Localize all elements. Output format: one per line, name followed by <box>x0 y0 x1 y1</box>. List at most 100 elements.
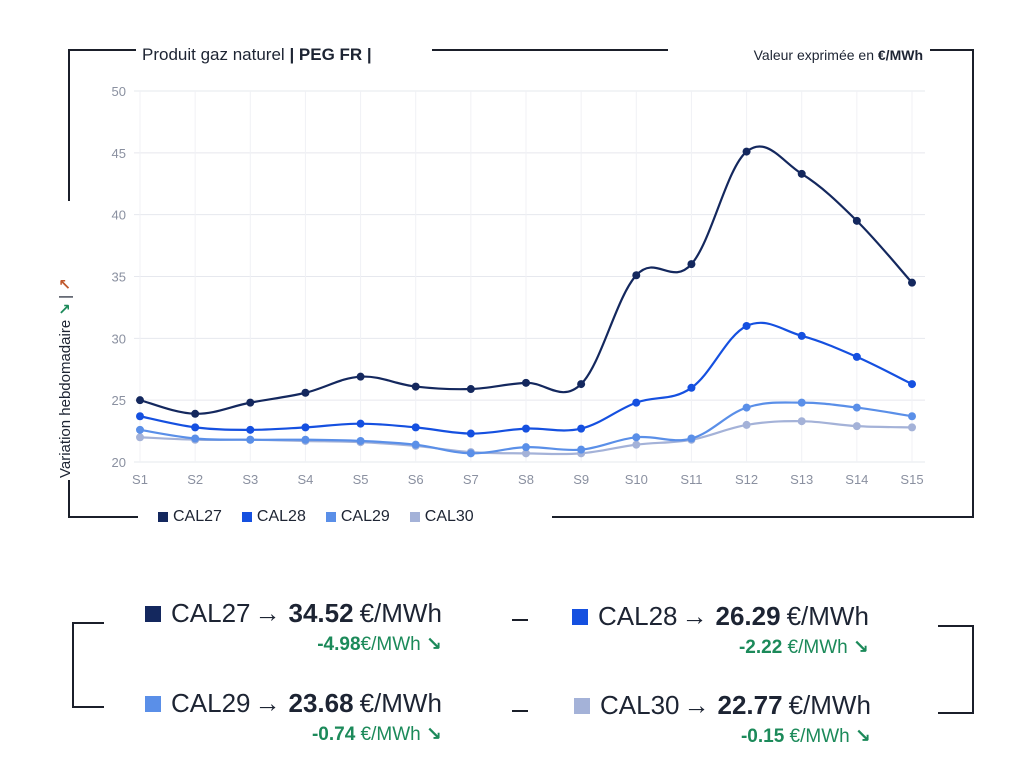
data-point-cal30 <box>908 423 916 432</box>
unit-note: Valeur exprimée en €/MWh <box>753 47 923 63</box>
frame-bottom-right <box>552 516 974 518</box>
y-tick-label: 40 <box>112 208 126 223</box>
summary-frame-right-bottom <box>938 712 974 714</box>
chart-legend: CAL27 CAL28 CAL29 CAL30 <box>150 508 482 526</box>
data-point-cal27 <box>908 278 916 287</box>
x-tick-label: S13 <box>790 472 813 487</box>
summary-swatch <box>145 695 161 712</box>
series-line-cal27 <box>139 145 913 415</box>
summary-arrow: → <box>683 690 710 720</box>
summary-change: -2.22 €/MWh ↘ <box>572 636 869 659</box>
line-chart: 20 25 30 35 40 45 50 S1 S2 S3 S4 S5 S6 S7 S8 S9 S10 S11 S1… <box>112 84 925 487</box>
product-prefix: Produit gaz naturel <box>142 45 285 64</box>
data-point-cal28 <box>356 419 365 428</box>
arrow-down-right-icon: ↘ <box>426 724 442 745</box>
data-point-cal28 <box>908 380 916 389</box>
summary-unit: €/MWh <box>359 688 442 718</box>
data-point-cal29 <box>522 443 530 452</box>
data-point-cal27 <box>577 380 586 389</box>
summary-price-line: CAL30 → 22.77 €/MWh <box>574 690 871 721</box>
data-point-cal27 <box>632 271 641 280</box>
x-tick-label: S3 <box>242 472 258 487</box>
data-point-cal28 <box>136 412 144 421</box>
summary-unit: €/MWh <box>786 601 869 631</box>
data-point-cal29 <box>356 436 365 445</box>
summary-cal30: CAL30 → 22.77 €/MWh -0.15 €/MWh ↘ <box>574 690 871 748</box>
x-tick-label: S10 <box>625 472 648 487</box>
frame-right <box>972 49 974 518</box>
summary-frame-right <box>972 625 974 714</box>
summary-unit: €/MWh <box>788 690 871 720</box>
summary-change-unit: €/MWh <box>784 726 850 747</box>
data-point-cal27 <box>191 409 200 418</box>
legend-label: CAL27 <box>173 508 222 525</box>
data-point-cal27 <box>301 388 310 397</box>
x-tick-label: S14 <box>845 472 868 487</box>
summary-change-value: -0.74 <box>311 724 356 745</box>
product-title: Produit gaz naturel | PEG FR | <box>142 45 372 65</box>
data-point-cal28 <box>246 425 255 434</box>
summary-frame-left-top <box>72 622 104 624</box>
data-point-cal27 <box>356 372 365 381</box>
frame-left-upper <box>68 49 70 201</box>
legend-label: CAL28 <box>256 508 306 525</box>
legend-swatch <box>158 512 168 522</box>
legend-item-cal28: CAL28 <box>241 508 306 526</box>
frame-top-middle <box>432 49 668 51</box>
summary-price: 34.52 <box>288 598 354 628</box>
arrow-down-right-icon: ↘ <box>853 637 869 658</box>
data-point-cal27 <box>466 385 475 394</box>
x-tick-label: S8 <box>518 472 534 487</box>
data-point-cal27 <box>797 169 806 178</box>
y-tick-label: 30 <box>112 331 126 346</box>
summary-frame-left-bottom <box>72 706 104 708</box>
data-point-cal28 <box>411 423 420 432</box>
data-point-cal27 <box>136 396 144 405</box>
summary-price-line: CAL27 → 34.52 €/MWh <box>145 598 442 629</box>
summary-change: -4.98€/MWh ↘ <box>145 633 442 656</box>
summary-arrow: → <box>254 598 281 628</box>
data-point-cal29 <box>466 449 475 458</box>
arrow-down-right-icon: ↘ <box>426 634 442 655</box>
x-tick-label: S4 <box>297 472 313 487</box>
data-point-cal29 <box>191 434 200 443</box>
legend-swatch <box>241 512 252 522</box>
x-tick-label: S6 <box>408 472 424 487</box>
data-point-cal28 <box>466 429 475 438</box>
summary-dash-bottom <box>512 710 528 712</box>
data-point-cal27 <box>411 382 420 391</box>
legend-swatch <box>409 512 420 522</box>
data-point-cal29 <box>687 434 696 443</box>
data-point-cal29 <box>246 435 255 444</box>
summary-price: 22.77 <box>717 690 783 720</box>
data-point-cal28 <box>852 352 861 361</box>
x-tick-label: S2 <box>187 472 203 487</box>
summary-price-line: CAL29 → 23.68 €/MWh <box>145 688 442 719</box>
frame-top-right <box>930 49 974 51</box>
data-point-cal28 <box>301 423 310 432</box>
legend-item-cal27: CAL27 <box>158 508 222 526</box>
data-point-cal28 <box>742 321 751 330</box>
summary-swatch <box>145 605 161 622</box>
summary-change-value: -2.22 <box>738 637 783 658</box>
summary-arrow: → <box>681 601 708 631</box>
data-point-cal28 <box>632 398 641 407</box>
x-tick-label: S11 <box>680 472 702 487</box>
data-point-cal29 <box>908 412 916 421</box>
data-point-cal27 <box>246 398 255 407</box>
x-tick-label: S7 <box>463 472 479 487</box>
frame-top-left <box>68 49 136 51</box>
data-point-cal27 <box>522 378 530 387</box>
data-point-cal28 <box>687 383 696 392</box>
data-point-cal28 <box>522 424 530 433</box>
data-point-cal30 <box>632 440 641 449</box>
data-point-cal29 <box>301 435 310 444</box>
summary-frame-right-top <box>938 625 974 627</box>
data-point-cal29 <box>742 403 751 412</box>
legend-item-cal29: CAL29 <box>325 508 390 526</box>
x-tick-label: S15 <box>900 472 923 487</box>
x-tick-label: S12 <box>735 472 758 487</box>
summary-contract: CAL28 <box>598 601 678 631</box>
x-tick-label: S5 <box>353 472 369 487</box>
unit-value: €/MWh <box>877 47 923 63</box>
